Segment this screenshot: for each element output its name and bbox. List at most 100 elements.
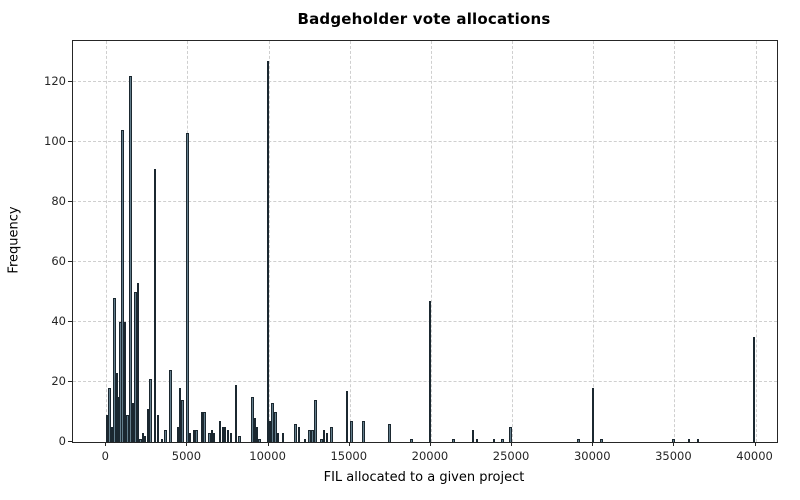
x-tick-label: 40000 bbox=[736, 449, 773, 463]
histogram-bar bbox=[687, 439, 691, 442]
x-tick-mark bbox=[348, 442, 350, 446]
vertical-gridline bbox=[512, 41, 514, 442]
histogram-bar bbox=[105, 415, 108, 442]
y-tick-mark bbox=[68, 261, 72, 263]
histogram-bar bbox=[218, 421, 222, 442]
x-tick-label: 35000 bbox=[655, 449, 692, 463]
histogram-bar bbox=[325, 433, 329, 442]
histogram-bar bbox=[119, 322, 122, 442]
histogram-bar bbox=[238, 436, 241, 442]
histogram-bar bbox=[139, 439, 142, 442]
histogram-bar bbox=[274, 412, 277, 442]
plot-area bbox=[72, 40, 778, 443]
histogram-bar bbox=[330, 427, 333, 442]
histogram-bar bbox=[672, 439, 675, 442]
horizontal-gridline bbox=[73, 81, 777, 83]
x-tick-label: 10000 bbox=[249, 449, 286, 463]
histogram-bar bbox=[509, 427, 512, 442]
y-tick-label: 40 bbox=[51, 314, 66, 329]
y-tick-label: 120 bbox=[44, 74, 66, 89]
histogram-bar bbox=[164, 430, 167, 442]
histogram-bar bbox=[131, 403, 135, 442]
histogram-bar bbox=[200, 412, 204, 442]
histogram-bar bbox=[258, 439, 261, 442]
histogram-bar bbox=[600, 439, 603, 442]
histogram-bar bbox=[282, 433, 285, 442]
histogram-bar bbox=[115, 373, 118, 442]
histogram-bar bbox=[493, 439, 496, 442]
histogram-bar bbox=[226, 430, 229, 442]
histogram-bar bbox=[126, 415, 129, 442]
y-tick-mark bbox=[68, 201, 72, 203]
histogram-bar bbox=[110, 427, 114, 442]
y-tick-mark bbox=[68, 321, 72, 323]
histogram-bar bbox=[752, 337, 756, 442]
vertical-gridline bbox=[349, 41, 351, 442]
histogram-bar bbox=[195, 430, 198, 442]
x-tick-mark bbox=[186, 442, 188, 446]
y-tick-mark bbox=[68, 441, 72, 442]
histogram-bar bbox=[113, 298, 116, 442]
histogram-bar bbox=[452, 439, 455, 442]
vertical-gridline bbox=[106, 41, 108, 442]
histogram-bar bbox=[230, 433, 233, 442]
vertical-gridline bbox=[430, 41, 432, 442]
vertical-gridline bbox=[593, 41, 595, 442]
histogram-bar bbox=[169, 370, 172, 442]
histogram-bar bbox=[303, 439, 307, 442]
horizontal-gridline bbox=[73, 321, 777, 323]
histogram-bar bbox=[501, 439, 504, 442]
histogram-bar bbox=[311, 430, 314, 442]
histogram-bar bbox=[192, 430, 196, 442]
histogram-bar bbox=[181, 400, 184, 442]
histogram-bar bbox=[388, 424, 391, 442]
histogram-bar bbox=[308, 430, 311, 442]
x-tick-mark bbox=[105, 442, 107, 446]
vertical-gridline bbox=[268, 41, 270, 442]
vertical-gridline bbox=[674, 41, 676, 442]
histogram-bar bbox=[362, 421, 365, 442]
x-tick-mark bbox=[592, 442, 594, 446]
histogram-bar bbox=[346, 391, 349, 442]
histogram-bar bbox=[271, 403, 274, 442]
horizontal-gridline bbox=[73, 141, 777, 143]
y-tick-label: 80 bbox=[51, 194, 66, 209]
histogram-bar bbox=[276, 433, 280, 442]
chart-title: Badgeholder vote allocations bbox=[297, 10, 551, 28]
histogram-bar bbox=[134, 292, 137, 442]
histogram-bar bbox=[323, 430, 326, 442]
histogram-bar bbox=[123, 322, 127, 442]
histogram-bar bbox=[350, 421, 353, 442]
histogram-bar bbox=[476, 439, 479, 442]
x-tick-mark bbox=[429, 442, 431, 446]
y-tick-label: 100 bbox=[44, 134, 66, 149]
histogram-bar bbox=[592, 388, 595, 442]
histogram-bar bbox=[251, 397, 254, 442]
histogram-bar bbox=[121, 130, 124, 442]
histogram-bar bbox=[210, 430, 213, 442]
y-axis-label: Frequency bbox=[6, 206, 22, 274]
histogram-bar bbox=[157, 415, 160, 442]
histogram-bar bbox=[266, 61, 269, 442]
histogram-bar bbox=[577, 439, 580, 442]
x-axis-label: FIL allocated to a given project bbox=[323, 470, 525, 485]
horizontal-gridline bbox=[73, 381, 777, 383]
histogram-bar bbox=[188, 433, 192, 442]
histogram-bar bbox=[141, 433, 144, 442]
horizontal-gridline bbox=[73, 201, 777, 203]
histogram-bar bbox=[213, 433, 216, 442]
x-tick-label: 20000 bbox=[411, 449, 449, 463]
histogram-bar bbox=[221, 427, 224, 442]
y-tick-mark bbox=[68, 141, 72, 143]
x-tick-mark bbox=[267, 442, 269, 446]
x-tick-mark bbox=[673, 442, 675, 446]
x-tick-mark bbox=[511, 442, 513, 446]
x-tick-label: 0 bbox=[101, 449, 109, 463]
histogram-bar bbox=[208, 433, 211, 442]
horizontal-gridline bbox=[73, 261, 777, 263]
x-tick-label: 15000 bbox=[330, 449, 368, 463]
histogram-bar bbox=[297, 427, 301, 442]
histogram-bar bbox=[186, 133, 189, 442]
x-tick-mark bbox=[754, 442, 756, 446]
x-tick-label: 25000 bbox=[492, 449, 530, 463]
